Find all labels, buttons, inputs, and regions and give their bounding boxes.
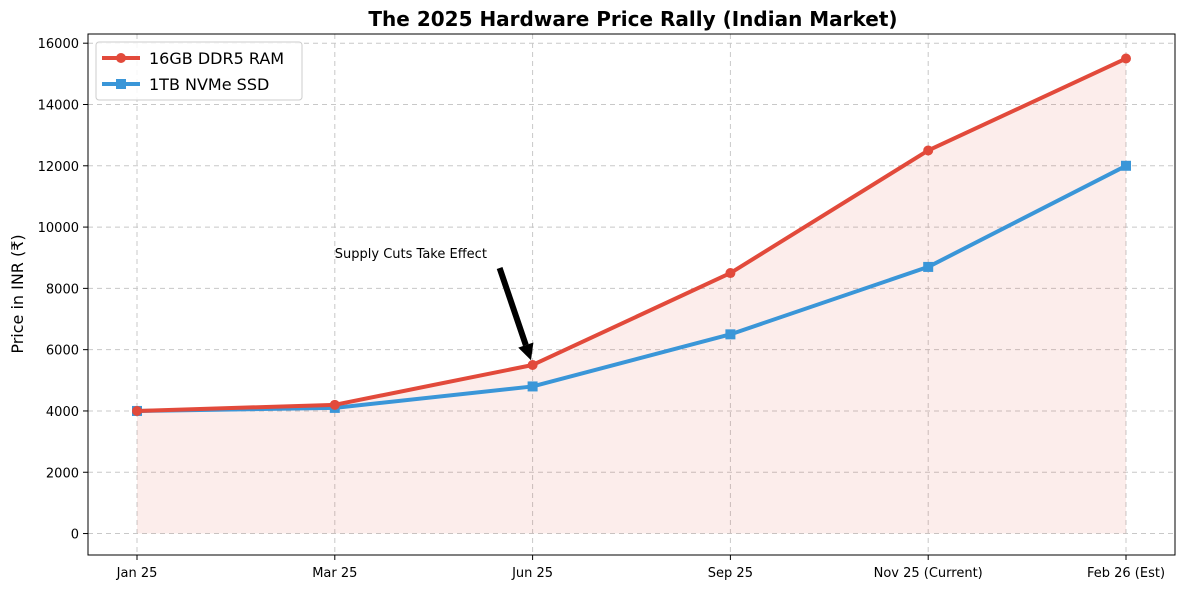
- data-point-1tb-nvme-ssd: [527, 381, 538, 392]
- x-axis: Jan 25 Mar 25 Jun 25 Sep 25 Nov 25 (Current)…: [116, 555, 1165, 581]
- data-point-1tb-nvme-ssd: [1121, 160, 1131, 171]
- data-point-1tb-nvme-ssd: [923, 261, 934, 272]
- x-tick-label: Jun 25: [511, 566, 553, 581]
- legend-label-16gb-ddr5-ram: 16GB DDR5 RAM: [149, 49, 284, 68]
- annotation: Supply Cuts Take Effect: [335, 247, 534, 361]
- series-line-16gb-ddr5-ram: [135, 56, 1128, 413]
- y-tick-label: 6000: [46, 344, 79, 359]
- area-fill: [137, 58, 1126, 534]
- data-point-1tb-nvme-ssd: [725, 329, 736, 340]
- y-tick-label: 8000: [46, 282, 79, 297]
- plot-frame: [87, 33, 1176, 556]
- x-tick-label: Sep 25: [708, 566, 753, 581]
- data-point-16gb-ddr5-ram: [923, 145, 934, 156]
- y-tick-label: 2000: [46, 466, 79, 481]
- series-line-1tb-nvme-ssd: [135, 163, 1128, 413]
- data-point-16gb-ddr5-ram: [527, 359, 538, 370]
- x-tick-label: Jan 25: [116, 566, 158, 581]
- y-axis: 0 2000 4000 6000 8000 10000 12000 14000 16000: [38, 37, 88, 543]
- legend-box: [95, 41, 303, 101]
- legend-marker-1tb-nvme-ssd: [116, 79, 126, 89]
- y-axis-label: Price in INR (₹): [8, 234, 27, 353]
- legend: 16GB DDR5 RAM 1TB NVMe SSD: [95, 41, 303, 101]
- y-tick-label: 12000: [38, 160, 79, 175]
- chart-title: The 2025 Hardware Price Rally (Indian Ma…: [368, 7, 897, 31]
- annotation-arrow-head: [518, 342, 534, 361]
- y-tick-label: 16000: [38, 37, 79, 52]
- area-fill-16gb-ddr5-ram: [137, 58, 1126, 534]
- annotation-text: Supply Cuts Take Effect: [335, 247, 487, 262]
- x-tick-label: Feb 26 (Est): [1087, 566, 1165, 581]
- legend-marker-16gb-ddr5-ram: [116, 53, 126, 63]
- data-point-16gb-ddr5-ram: [725, 268, 736, 279]
- legend-label-1tb-nvme-ssd: 1TB NVMe SSD: [149, 75, 269, 94]
- series-lines: [132, 53, 1131, 416]
- data-point-16gb-ddr5-ram: [132, 405, 142, 416]
- y-tick-label: 14000: [38, 98, 79, 113]
- y-tick-label: 0: [71, 528, 79, 543]
- x-tick-label: Nov 25 (Current): [874, 566, 983, 581]
- x-tick-label: Mar 25: [312, 566, 357, 581]
- y-tick-label: 4000: [46, 405, 79, 420]
- data-point-16gb-ddr5-ram: [329, 399, 340, 410]
- data-point-16gb-ddr5-ram: [1121, 53, 1131, 64]
- annotation-arrow-shaft: [496, 267, 529, 347]
- y-tick-label: 10000: [38, 221, 79, 236]
